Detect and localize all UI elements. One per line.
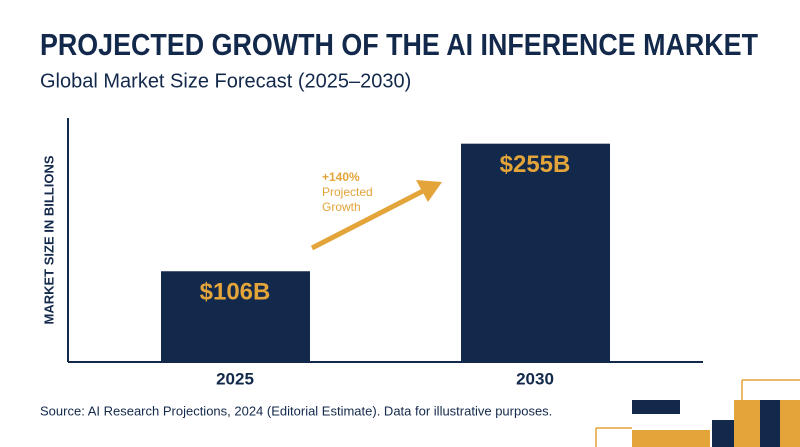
annotation: +140% Projected Growth [322, 170, 412, 215]
deco-block [760, 400, 780, 447]
x-tick-label: 2025 [216, 369, 254, 388]
deco-block [780, 420, 800, 447]
deco-block [632, 430, 710, 447]
source: Source: AI Research Projections, 2024 (E… [40, 403, 552, 418]
annotation-change: +140% [322, 170, 360, 184]
chart-subtitle: Global Market Size Forecast (2025–2030) [40, 70, 411, 92]
deco-block [712, 420, 734, 447]
deco-block [632, 400, 680, 414]
value-label: $255B [500, 151, 571, 178]
deco-block [734, 420, 760, 447]
decoration [595, 379, 800, 447]
value-label: $106B [200, 279, 271, 306]
bar [461, 143, 610, 362]
deco-outline [595, 379, 800, 447]
annotation-text: Projected Growth [322, 185, 373, 214]
x-tick-label: 2030 [516, 369, 554, 388]
arrow-head [416, 180, 442, 202]
y-axis-label: MARKET SIZE IN BILLIONS [41, 155, 56, 324]
bar [161, 271, 310, 362]
chart-title: PROJECTED GROWTH OF THE AI INFERENCE MAR… [40, 27, 758, 62]
growth-arrow [310, 187, 427, 251]
